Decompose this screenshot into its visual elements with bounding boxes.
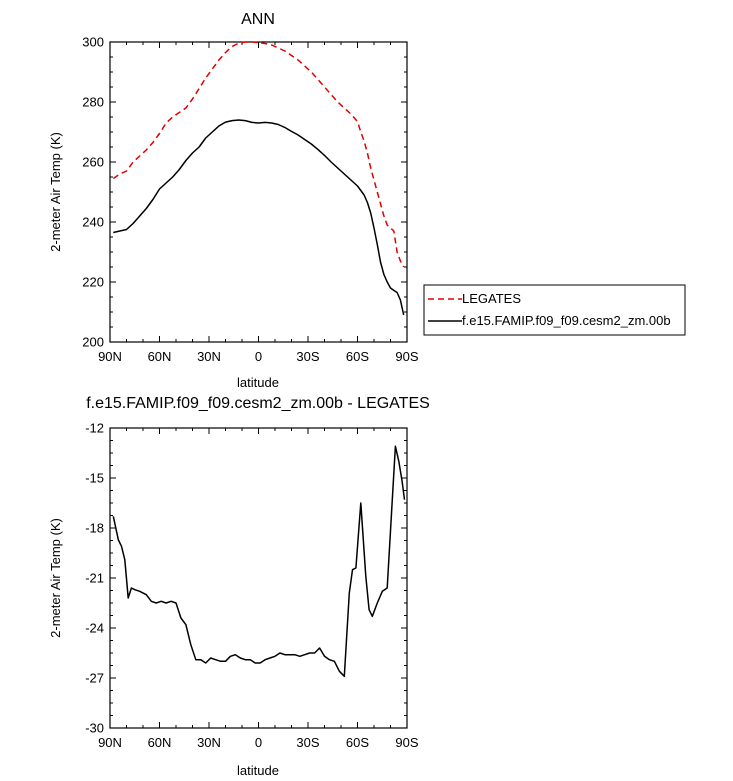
x-tick-label: 30S: [296, 735, 319, 750]
x-tick-label: 60S: [346, 735, 369, 750]
bottom-chart: f.e15.FAMIP.f09_f09.cesm2_zm.00b - LEGAT…: [48, 395, 430, 778]
y-tick-label: 200: [82, 335, 104, 350]
series-line-legates: [112, 41, 405, 268]
series-line-difference: [112, 445, 406, 678]
x-tick-label: 90S: [395, 735, 418, 750]
y-tick-label: 260: [82, 155, 104, 170]
bottom-chart-title: f.e15.FAMIP.f09_f09.cesm2_zm.00b - LEGAT…: [86, 395, 430, 412]
x-tick-label: 90S: [395, 349, 418, 364]
legend-label-legates: LEGATES: [462, 291, 521, 306]
legend: LEGATES f.e15.FAMIP.f09_f09.cesm2_zm.00b: [423, 284, 686, 336]
y-tick-label: 300: [82, 35, 104, 50]
y-tick-label: -21: [85, 571, 104, 586]
top-x-axis: 90N 60N 30N 0 30S 60S 90S: [98, 42, 419, 364]
bottom-y-axis: -30 -27 -24 -21 -18 -15 -12: [85, 421, 407, 736]
series-line-f-e15-famip-f09-f09-cesm2-zm-00b: [113, 119, 405, 316]
legend-label-model: f.e15.FAMIP.f09_f09.cesm2_zm.00b: [462, 313, 671, 328]
x-tick-label: 0: [255, 735, 262, 750]
top-y-axis-title: 2-meter Air Temp (K): [48, 132, 63, 252]
top-series-group: [112, 41, 405, 316]
y-tick-label: -15: [85, 471, 104, 486]
bottom-y-axis-title: 2-meter Air Temp (K): [48, 518, 63, 638]
y-tick-label: -24: [85, 621, 104, 636]
x-tick-label: 30S: [296, 349, 319, 364]
y-tick-label: -12: [85, 421, 104, 436]
x-tick-label: 60S: [346, 349, 369, 364]
y-tick-label: -30: [85, 721, 104, 736]
y-tick-label: 280: [82, 95, 104, 110]
x-tick-label: 0: [255, 349, 262, 364]
x-tick-label: 30N: [197, 735, 221, 750]
x-tick-label: 60N: [148, 349, 172, 364]
legend-box: [423, 284, 686, 336]
bottom-x-axis-title: latitude: [237, 763, 279, 778]
x-tick-label: 30N: [197, 349, 221, 364]
x-tick-label: 90N: [98, 735, 122, 750]
x-tick-label: 90N: [98, 349, 122, 364]
x-tick-label: 60N: [148, 735, 172, 750]
top-x-axis-title: latitude: [237, 375, 279, 390]
top-chart-title: ANN: [241, 11, 275, 28]
bottom-series-group: [112, 445, 406, 678]
bottom-plot-frame: [109, 427, 408, 729]
top-y-axis: 200 220 240 260 280 300: [82, 35, 407, 350]
y-tick-label: -27: [85, 671, 104, 686]
y-tick-label: 220: [82, 275, 104, 290]
y-tick-label: 240: [82, 215, 104, 230]
y-tick-label: -18: [85, 521, 104, 536]
bottom-x-axis: 90N 60N 30N 0 30S 60S 90S: [98, 428, 419, 750]
